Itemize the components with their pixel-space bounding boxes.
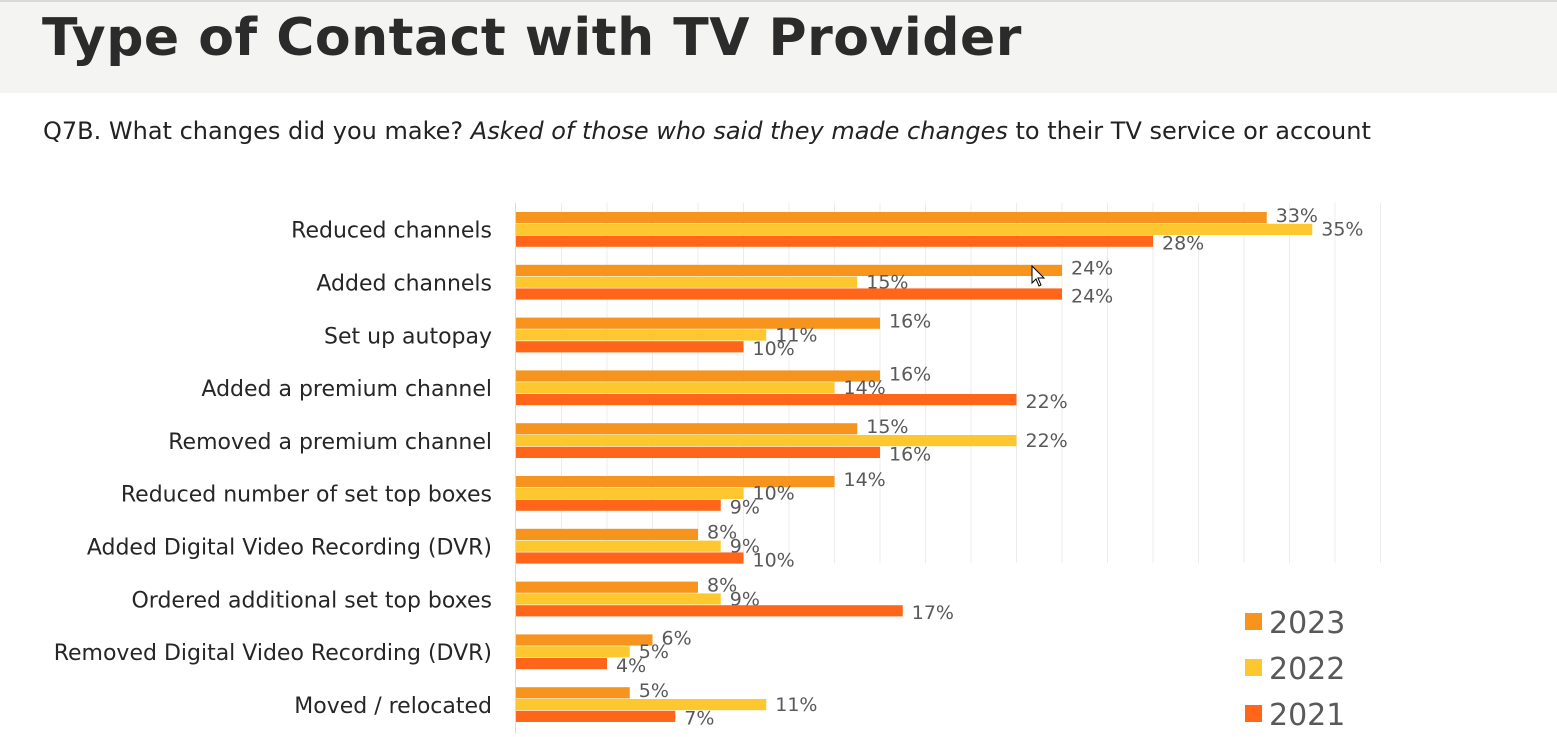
data-label-2021: 10% xyxy=(753,338,795,360)
bar-2021 xyxy=(516,552,744,564)
bar-2022 xyxy=(516,487,744,499)
category-label: Removed Digital Video Recording (DVR) xyxy=(54,641,492,666)
data-label-2021: 4% xyxy=(616,655,646,677)
data-label-2023: 24% xyxy=(1071,258,1113,280)
subtitle-question: Q7B. What changes did you make? xyxy=(43,117,464,145)
category-label: Reduced number of set top boxes xyxy=(121,483,492,508)
legend-swatch-2021 xyxy=(1245,705,1262,722)
data-label-2022: 10% xyxy=(753,483,795,505)
bar-2022 xyxy=(516,699,767,711)
bar-2023 xyxy=(516,264,1062,276)
data-label-2023: 14% xyxy=(844,469,886,491)
category-label: Added Digital Video Recording (DVR) xyxy=(87,536,492,561)
data-label-2021: 9% xyxy=(730,497,760,519)
data-label-2022: 15% xyxy=(866,272,908,294)
legend-swatch-2022 xyxy=(1245,659,1262,676)
bar-2021 xyxy=(516,235,1153,247)
page-title: Type of Contact with TV Provider xyxy=(42,8,1022,68)
subtitle-suffix: to their TV service or account xyxy=(1015,117,1371,145)
legend-label-2021: 2021 xyxy=(1269,698,1345,733)
category-label: Removed a premium channel xyxy=(168,430,492,455)
category-label: Set up autopay xyxy=(324,324,492,349)
data-label-2022: 22% xyxy=(1026,430,1068,452)
data-label-2022: 9% xyxy=(730,588,760,610)
bar-2022 xyxy=(516,382,835,394)
data-label-2021: 22% xyxy=(1026,391,1068,413)
data-label-2022: 11% xyxy=(775,324,817,346)
legend-label-2022: 2022 xyxy=(1269,652,1345,687)
bar-2021 xyxy=(516,394,1017,406)
mouse-cursor-icon xyxy=(1031,264,1046,287)
bar-2021 xyxy=(516,658,607,670)
data-label-2023: 15% xyxy=(866,416,908,438)
bar-2022 xyxy=(516,540,721,552)
category-label: Reduced channels xyxy=(291,219,492,244)
bar-2022 xyxy=(516,276,858,288)
data-label-2022: 14% xyxy=(844,377,886,399)
bar-2021 xyxy=(516,446,880,458)
data-label-2021: 10% xyxy=(753,549,795,571)
data-label-2023: 16% xyxy=(889,363,931,385)
bar-2022 xyxy=(516,593,721,605)
bar-2022 xyxy=(516,435,1017,447)
data-label-2023: 8% xyxy=(707,522,737,544)
bar-2023 xyxy=(516,423,858,435)
bar-2021 xyxy=(516,499,721,511)
legend-swatch-2023 xyxy=(1245,613,1262,630)
category-label: Added channels xyxy=(316,272,492,297)
data-label-2021: 24% xyxy=(1071,285,1113,307)
data-label-2021: 17% xyxy=(912,602,954,624)
data-label-2022: 11% xyxy=(775,694,817,716)
subtitle-italic-note: Asked of those who said they made change… xyxy=(470,117,1008,145)
bar-2021 xyxy=(516,341,744,353)
bar-2023 xyxy=(516,687,630,699)
bar-2022 xyxy=(516,646,630,658)
chart-subtitle: Q7B. What changes did you make? Asked of… xyxy=(43,117,1371,145)
bar-2023 xyxy=(516,581,698,593)
category-label: Added a premium channel xyxy=(201,377,492,402)
bar-2023 xyxy=(516,212,1267,224)
data-label-2021: 16% xyxy=(889,444,931,466)
bar-2023 xyxy=(516,370,880,382)
bar-2023 xyxy=(516,476,835,488)
legend-label-2023: 2023 xyxy=(1269,606,1345,641)
bar-2023 xyxy=(516,317,880,329)
data-label-2023: 33% xyxy=(1276,205,1318,227)
category-label: Moved / relocated xyxy=(294,694,492,719)
data-label-2023: 16% xyxy=(889,311,931,333)
data-label-2022: 5% xyxy=(639,641,669,663)
bar-2021 xyxy=(516,288,1062,300)
data-label-2021: 28% xyxy=(1162,233,1204,255)
data-label-2021: 7% xyxy=(684,708,714,730)
category-label: Ordered additional set top boxes xyxy=(131,588,492,613)
bar-2021 xyxy=(516,605,903,617)
data-label-2022: 35% xyxy=(1321,219,1363,241)
bar-2022 xyxy=(516,223,1313,235)
title-band: Type of Contact with TV Provider xyxy=(0,0,1557,93)
data-label-2022: 9% xyxy=(730,536,760,558)
data-label-2023: 6% xyxy=(662,627,692,649)
bar-2021 xyxy=(516,710,676,722)
data-label-2023: 5% xyxy=(639,680,669,702)
bar-2023 xyxy=(516,528,698,540)
bar-2023 xyxy=(516,634,653,646)
bar-2022 xyxy=(516,329,767,341)
data-label-2023: 8% xyxy=(707,575,737,597)
